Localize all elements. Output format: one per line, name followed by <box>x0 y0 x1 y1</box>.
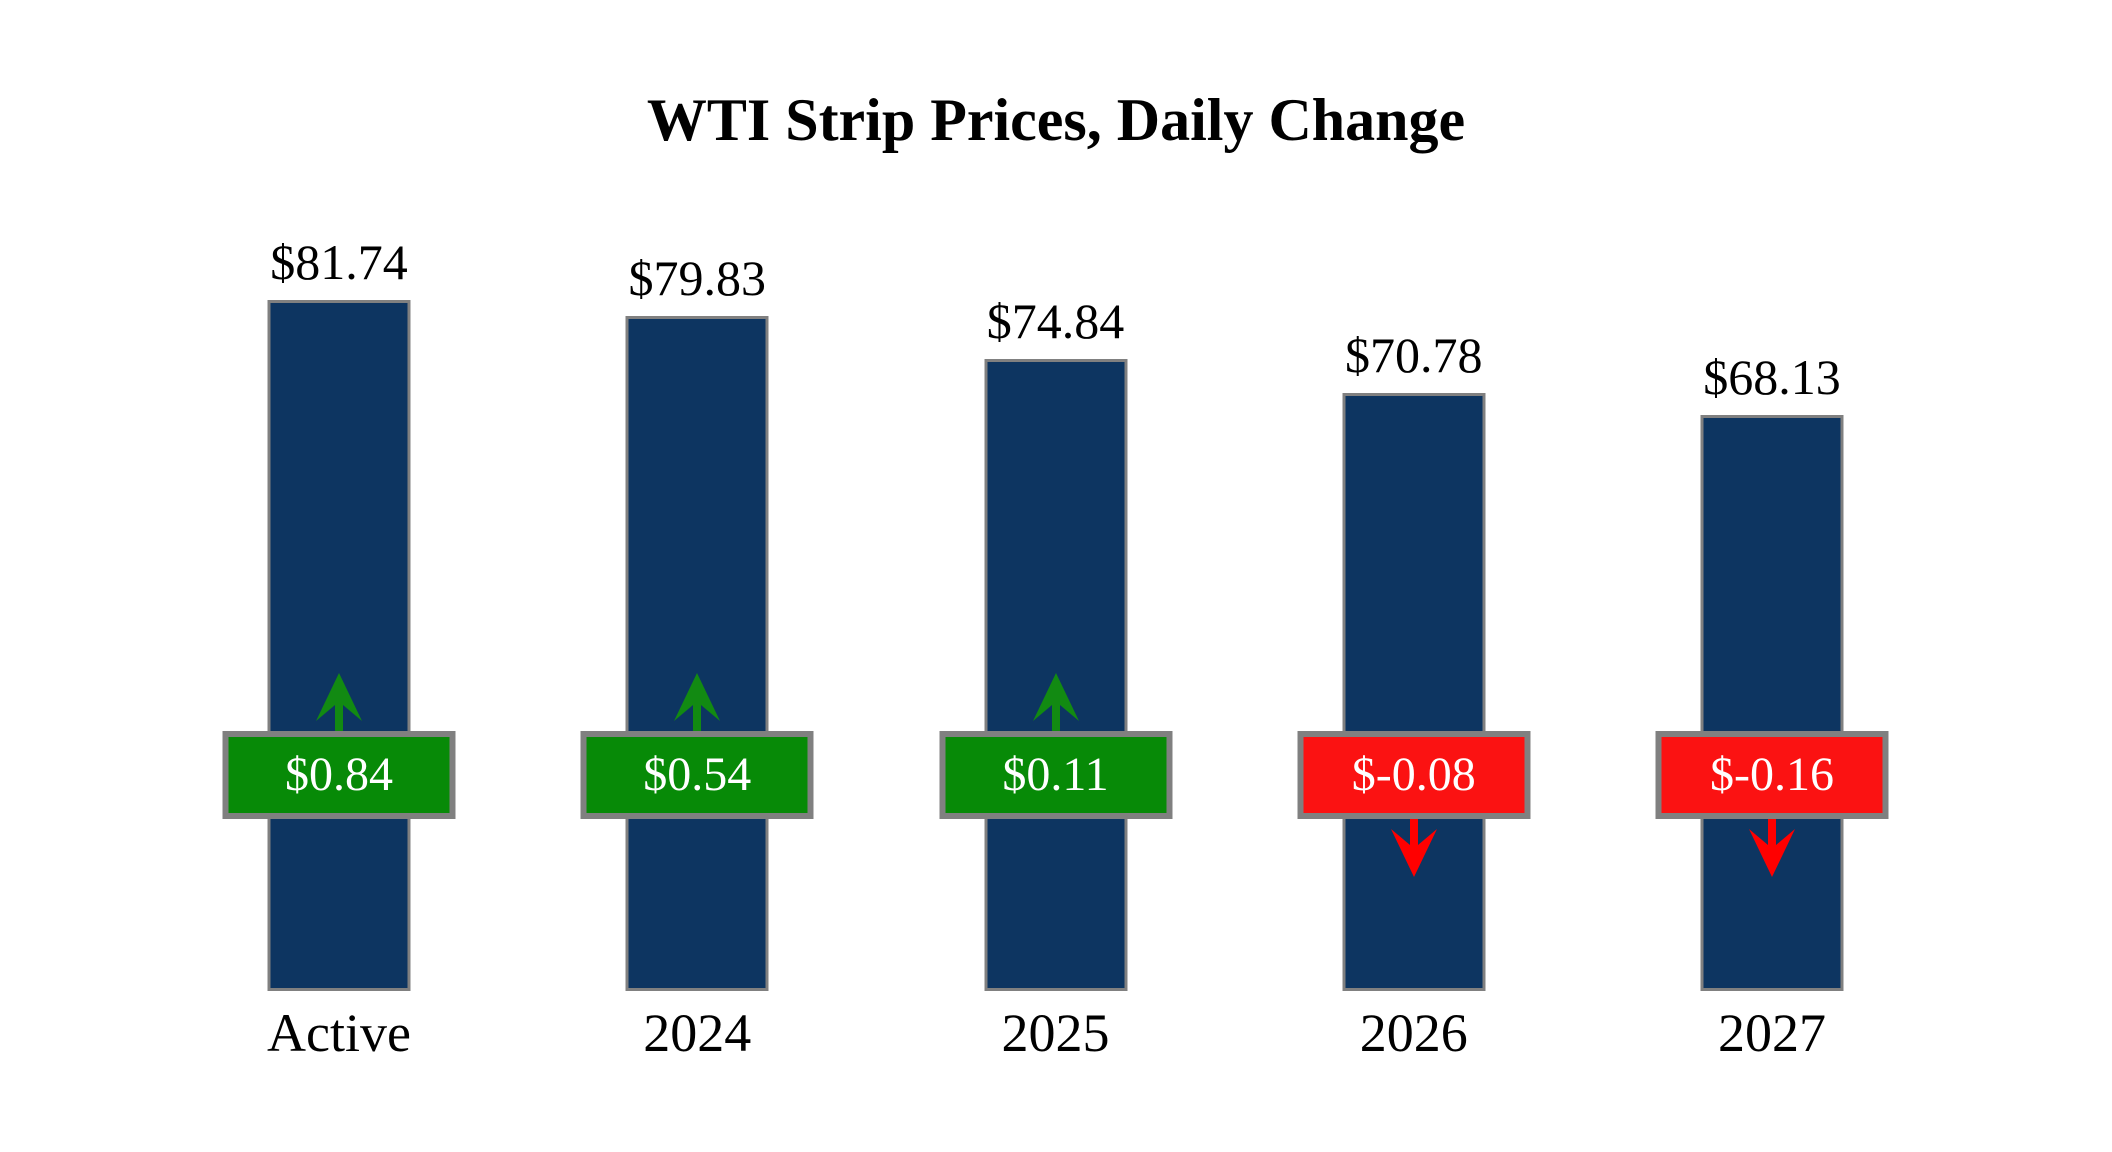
price-bar <box>1700 415 1844 991</box>
category-label: Active <box>267 1003 411 1063</box>
change-arrow-icon <box>316 673 362 734</box>
bar-column: $79.83 $0.54 2024 <box>527 0 867 1152</box>
price-label: $68.13 <box>1703 349 1841 405</box>
chart-title: WTI Strip Prices, Daily Change <box>646 87 1466 153</box>
change-badge: $0.11 <box>939 731 1172 819</box>
price-label: $79.83 <box>628 250 767 306</box>
price-label: $70.78 <box>1345 327 1483 383</box>
price-label: $74.84 <box>986 293 1125 349</box>
price-bar <box>267 300 411 991</box>
change-arrow-icon <box>1390 816 1437 877</box>
bar-column: $81.74 $0.84 Active <box>169 0 509 1152</box>
change-badge: $0.54 <box>580 731 814 819</box>
price-label: $81.74 <box>270 234 408 290</box>
price-bar <box>1342 393 1486 991</box>
change-badge: $-0.08 <box>1297 731 1531 819</box>
bar-column: $74.84 $0.11 2025 <box>886 0 1226 1152</box>
category-label: 2027 <box>1718 1003 1826 1063</box>
change-arrow-icon <box>674 673 721 734</box>
change-badge: $-0.16 <box>1655 731 1889 819</box>
category-label: 2024 <box>643 1003 752 1063</box>
change-badge: $0.84 <box>222 731 456 819</box>
bar-column: $68.13 $-0.16 2027 <box>1602 0 1942 1152</box>
category-label: 2025 <box>1001 1003 1110 1063</box>
change-arrow-icon <box>1749 816 1795 877</box>
bar-column: $70.78 $-0.08 2026 <box>1244 0 1584 1152</box>
change-arrow-icon <box>1032 673 1079 734</box>
category-label: 2026 <box>1359 1003 1468 1063</box>
price-bar <box>625 316 769 991</box>
